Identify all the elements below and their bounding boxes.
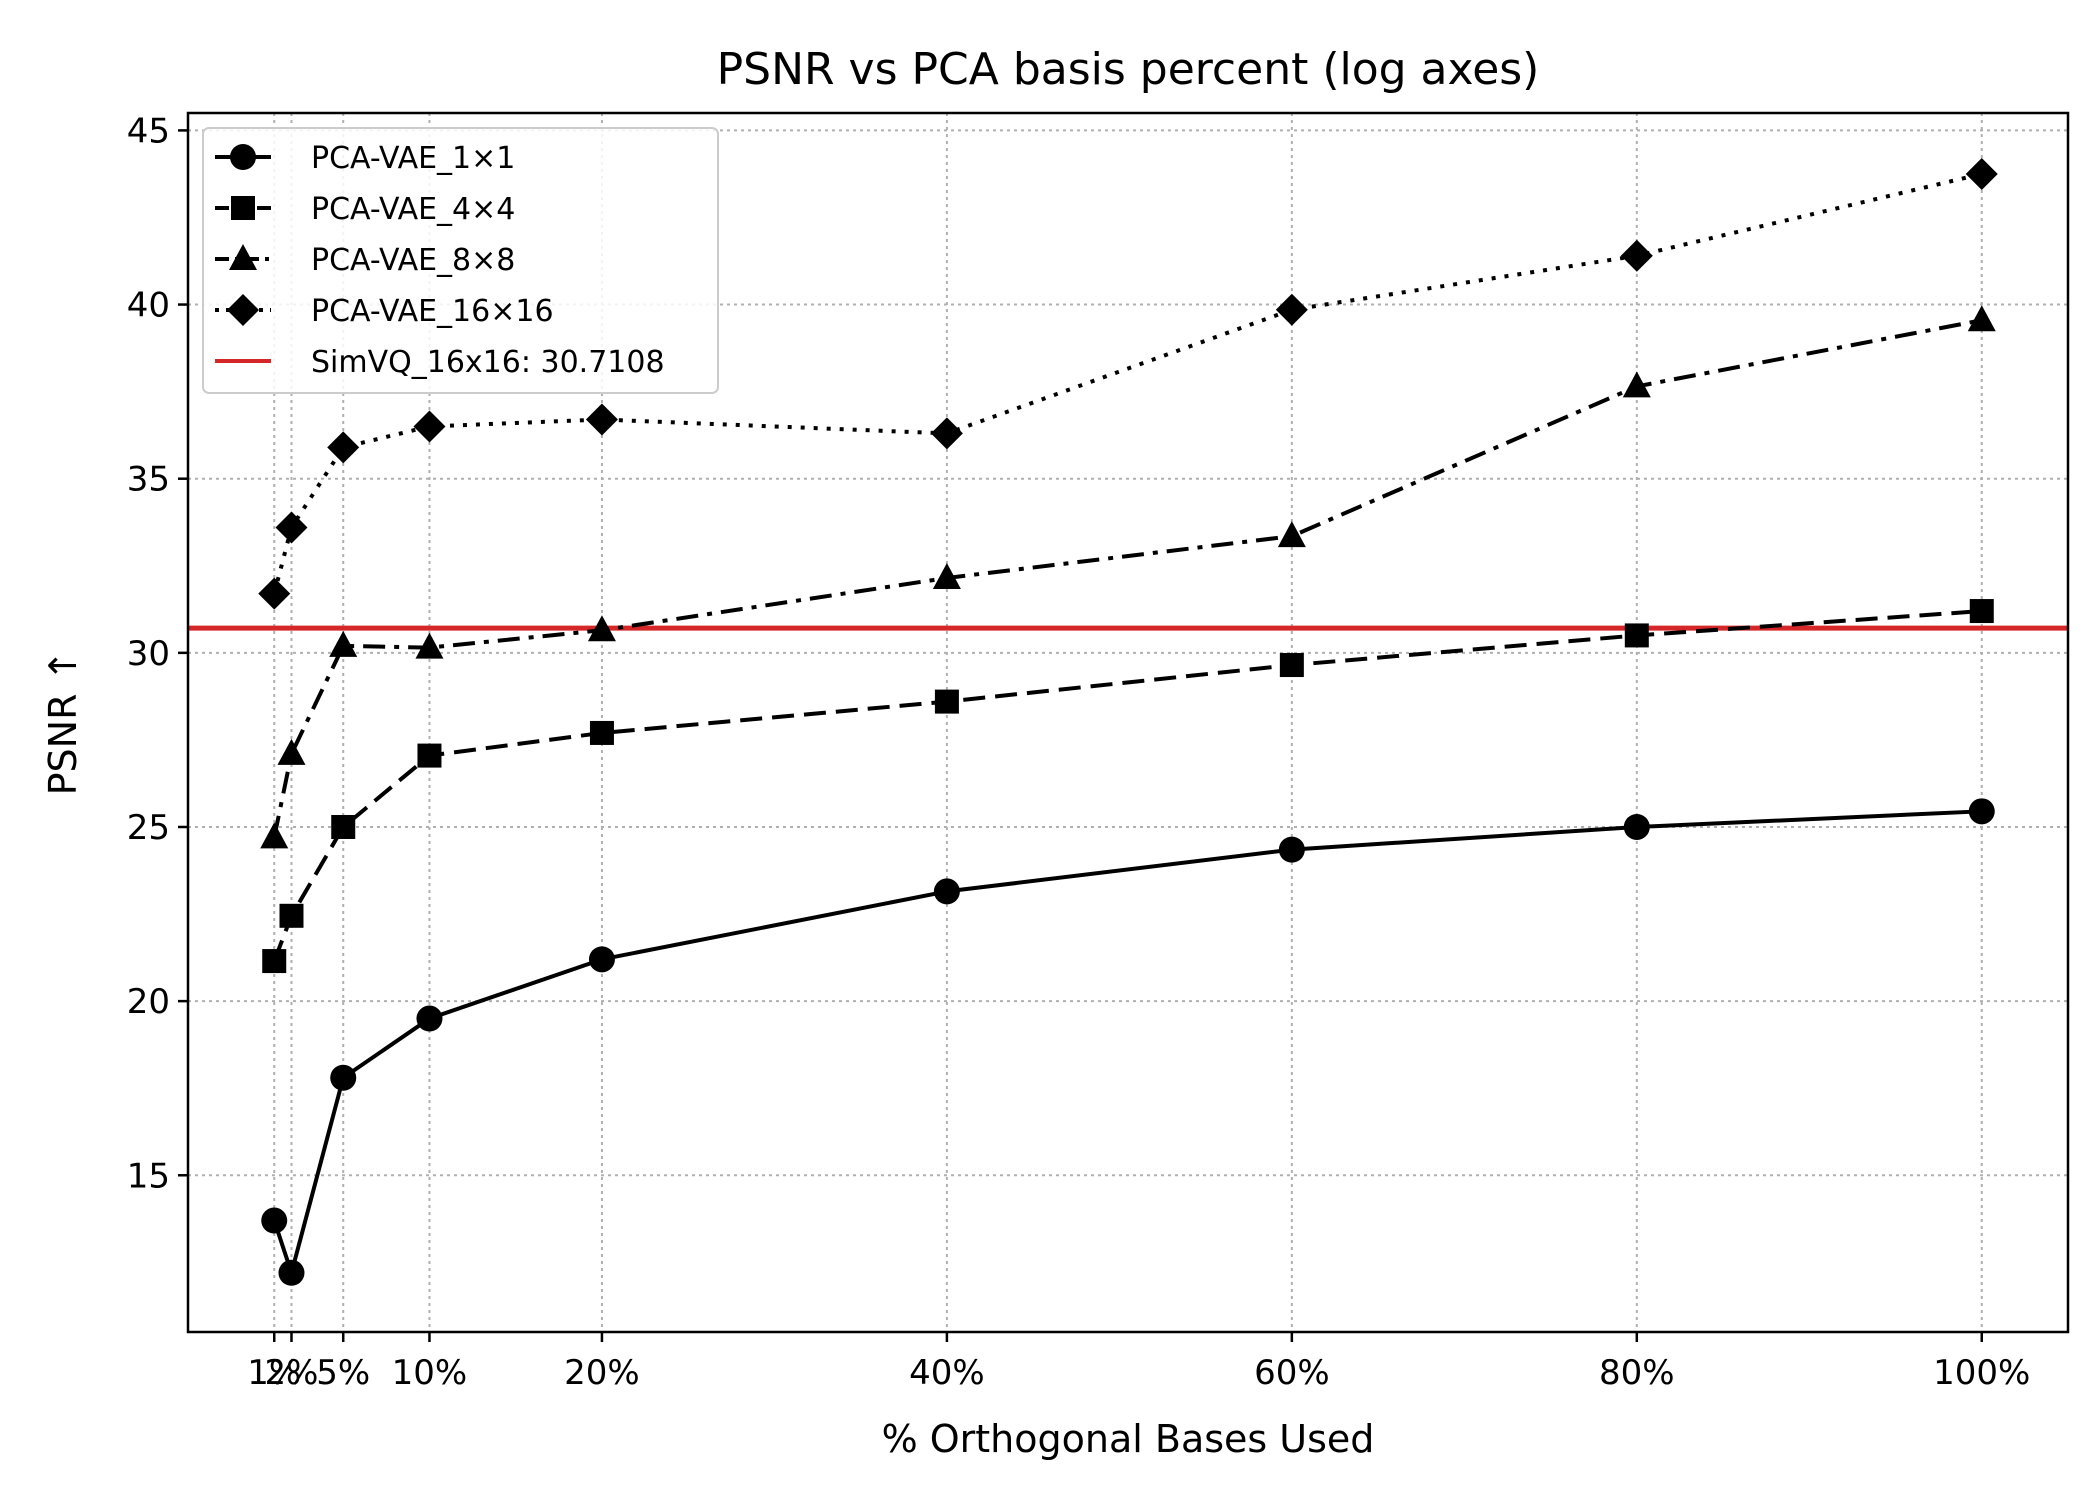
y-tick-label: 15 [127,1156,170,1196]
data-point [1969,599,1994,624]
series-line [272,809,1982,1275]
series-line [272,609,1982,962]
data-point [1965,157,1998,190]
x-tick-label: 1% [247,1353,301,1393]
data-point [278,1259,305,1286]
data-point [588,946,615,973]
x-tick-label: 40% [909,1353,985,1393]
series-layer [258,157,1998,1286]
x-tick-label: 10% [392,1353,468,1393]
legend-marker [227,294,259,326]
legend-box [202,127,719,394]
series-3 [260,305,1996,849]
data-point [1624,623,1649,648]
data-point [260,822,289,849]
y-tick-label: 35 [127,460,170,500]
legend-item: PCA-VAE_4×4 [215,192,515,227]
data-point [275,511,308,544]
data-point [277,738,306,765]
data-point [587,615,616,642]
data-point [262,949,287,974]
data-point [1968,798,1995,825]
legend: PCA-VAE_1×1 PCA-VAE_4×4 PCA-VAE_8×8 PCA-VAE… [202,127,719,394]
data-point [1277,521,1306,548]
x-tick-label: 20% [564,1353,640,1393]
data-point [930,417,963,450]
legend-label: PCA-VAE_1×1 [311,141,515,176]
series-2 [262,599,1994,974]
data-point [416,1005,443,1032]
chart-title: PSNR vs PCA basis percent (log axes) [717,44,1540,95]
x-axis-title: % Orthogonal Bases Used [882,1417,1375,1461]
y-tick-label: 45 [127,111,170,151]
data-point [261,1207,288,1234]
data-point [417,743,442,768]
data-point [934,689,959,714]
data-point [327,431,360,464]
ticks: 15 20 25 30 35 40 45 1%2%5% 10% 20% 40% 60% 80% 100% [127,111,2031,1393]
legend-marker [231,196,255,220]
legend-label: PCA-VAE_8×8 [311,243,515,278]
plot-area-frame [186,111,2070,1334]
legend-marker [229,244,257,270]
data-point [933,878,960,905]
legend-label: PCA-VAE_16×16 [311,294,554,329]
legend-item: SimVQ_16x16: 30.7108 [215,345,665,380]
legend-label: SimVQ_16x16: 30.7108 [311,345,665,380]
y-axis-title: PSNR ↑ [41,650,85,796]
y-tick-label: 25 [127,808,170,848]
y-tick-label: 20 [127,982,170,1022]
data-point [415,632,444,659]
series-line [272,318,1983,838]
legend-marker [230,144,256,170]
data-point [331,814,356,839]
data-point [1623,813,1650,840]
series-4 [258,157,1998,610]
data-point [1622,371,1651,398]
y-tick-label: 40 [127,286,170,326]
data-point [329,630,358,657]
data-point [1279,653,1304,678]
x-tick-label: 80% [1599,1353,1675,1393]
data-point [1620,239,1653,272]
data-point [1278,836,1305,863]
data-point [413,410,446,443]
data-point [589,720,614,745]
series-1 [261,798,1995,1286]
legend-item: PCA-VAE_8×8 [215,243,515,278]
data-point [258,577,291,610]
y-tick-label: 30 [127,634,170,674]
data-point [1275,293,1308,326]
x-tick-label: 60% [1254,1353,1330,1393]
x-tick-label: 5% [316,1353,370,1393]
data-point [279,903,304,928]
data-point [1967,305,1996,332]
legend-item: PCA-VAE_16×16 [215,294,554,329]
legend-item: PCA-VAE_1×1 [215,141,515,176]
x-tick-label: 100% [1933,1353,2030,1393]
data-point [585,403,618,436]
data-point [330,1064,357,1091]
data-point [932,562,961,589]
x-tick-label: 2% [265,1353,319,1393]
legend-label: PCA-VAE_4×4 [311,192,515,227]
